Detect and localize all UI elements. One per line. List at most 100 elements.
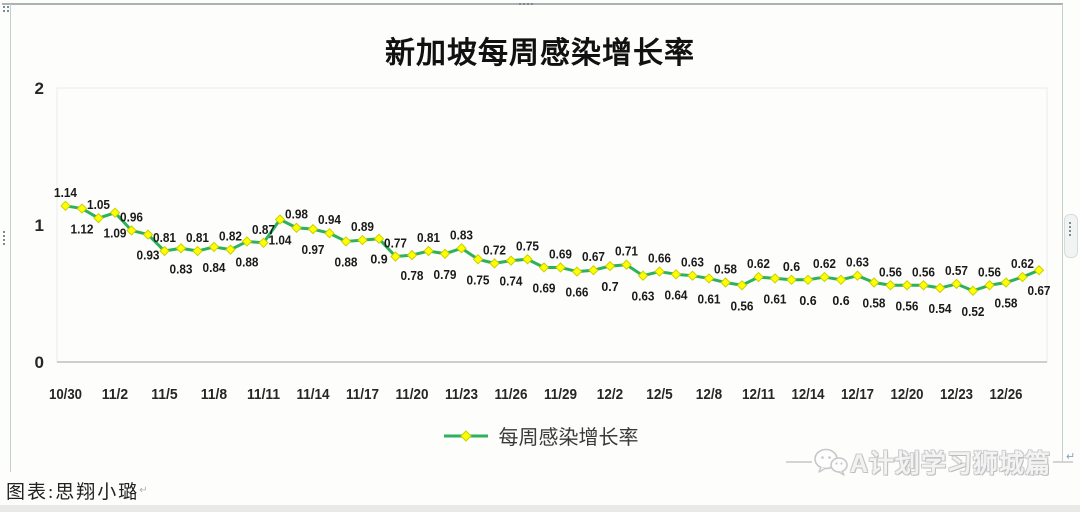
selection-handle-top-center[interactable] bbox=[519, 3, 533, 5]
data-point-marker bbox=[423, 245, 434, 257]
data-point-marker bbox=[786, 274, 797, 286]
data-label: 0.84 bbox=[203, 260, 227, 275]
data-label: 0.58 bbox=[863, 296, 886, 311]
data-label: 0.62 bbox=[747, 256, 770, 271]
data-label: 0.96 bbox=[120, 209, 143, 224]
data-point-marker bbox=[687, 270, 698, 281]
data-label: 0.69 bbox=[533, 280, 556, 295]
data-point-marker bbox=[1033, 265, 1045, 276]
data-point-marker bbox=[340, 236, 352, 247]
data-label: 0.71 bbox=[615, 244, 638, 259]
selection-handle-left-middle[interactable] bbox=[3, 231, 5, 245]
data-label: 0.6 bbox=[783, 259, 800, 274]
data-label: 0.78 bbox=[401, 268, 424, 283]
selection-handle-right-middle[interactable] bbox=[1069, 222, 1071, 236]
data-point-marker bbox=[505, 255, 517, 266]
data-point-marker bbox=[621, 259, 632, 270]
data-point-marker bbox=[175, 243, 187, 254]
x-tick-label: 12/14 bbox=[792, 386, 826, 403]
data-label: 0.63 bbox=[632, 289, 655, 304]
data-label: 0.56 bbox=[731, 298, 754, 313]
y-tick-label: 1 bbox=[35, 216, 44, 235]
data-label: 0.66 bbox=[648, 251, 671, 266]
data-point-marker bbox=[901, 280, 913, 291]
x-tick-label: 12/17 bbox=[841, 386, 874, 403]
x-tick-label: 11/11 bbox=[247, 386, 280, 403]
y-tick-label: 0 bbox=[35, 353, 44, 372]
data-label: 0.82 bbox=[219, 229, 242, 244]
selection-frame-left[interactable] bbox=[10, 4, 11, 472]
data-label: 0.83 bbox=[170, 261, 193, 276]
data-label: 0.88 bbox=[335, 254, 358, 269]
data-label: 0.66 bbox=[566, 285, 589, 300]
legend-line-marker-icon bbox=[443, 429, 488, 442]
data-label: 1.05 bbox=[87, 197, 110, 212]
data-point-marker bbox=[654, 266, 665, 277]
data-point-marker bbox=[720, 277, 731, 288]
data-point-marker bbox=[736, 280, 748, 291]
data-point-marker bbox=[835, 274, 847, 286]
data-label: 0.62 bbox=[813, 256, 836, 271]
caption-text[interactable]: 图表:思翔小璐 bbox=[6, 482, 140, 503]
legend-label: 每周感染增长率 bbox=[498, 427, 639, 449]
selection-frame-right[interactable] bbox=[1062, 4, 1063, 463]
data-point-marker bbox=[439, 248, 451, 259]
data-point-marker bbox=[225, 244, 236, 255]
x-tick-label: 12/23 bbox=[940, 386, 973, 403]
data-point-marker bbox=[918, 280, 929, 291]
data-point-marker bbox=[604, 260, 616, 272]
data-point-marker bbox=[951, 278, 962, 290]
data-label: 0.9 bbox=[370, 252, 387, 267]
data-label: 0.69 bbox=[549, 246, 572, 261]
data-label: 0.64 bbox=[665, 287, 689, 302]
data-point-marker bbox=[126, 225, 137, 236]
data-label: 1.14 bbox=[54, 185, 78, 200]
data-label: 0.56 bbox=[912, 264, 935, 279]
data-label: 1.09 bbox=[104, 226, 127, 241]
data-label: 0.63 bbox=[846, 255, 869, 270]
data-point-marker bbox=[1017, 271, 1028, 283]
x-tick-label: 12/8 bbox=[696, 386, 722, 403]
data-label: 0.98 bbox=[285, 207, 308, 222]
data-point-marker bbox=[324, 228, 335, 239]
data-point-marker bbox=[390, 251, 401, 262]
data-point-marker bbox=[670, 269, 682, 280]
selection-handle-top-left[interactable] bbox=[3, 6, 9, 12]
data-label: 0.75 bbox=[516, 238, 539, 253]
data-point-marker bbox=[819, 271, 830, 283]
y-tick-label: 2 bbox=[35, 79, 44, 98]
data-label: 0.88 bbox=[236, 254, 259, 269]
data-point-marker bbox=[1000, 277, 1012, 288]
x-tick-label: 12/2 bbox=[597, 386, 623, 403]
data-point-marker bbox=[934, 282, 946, 294]
data-point-marker bbox=[637, 270, 649, 281]
data-label: 0.56 bbox=[978, 264, 1001, 279]
data-label: 0.97 bbox=[302, 242, 325, 257]
data-label: 0.77 bbox=[384, 236, 407, 251]
data-label: 0.75 bbox=[467, 272, 490, 287]
data-point-marker bbox=[291, 222, 302, 233]
data-point-marker bbox=[307, 223, 319, 235]
data-label: 0.67 bbox=[582, 249, 605, 264]
data-label: 0.72 bbox=[483, 242, 506, 257]
data-label: 0.63 bbox=[681, 255, 704, 270]
x-tick-label: 11/2 bbox=[102, 386, 128, 403]
data-point-marker bbox=[571, 266, 583, 277]
data-point-marker bbox=[868, 277, 880, 288]
data-label: 0.56 bbox=[879, 264, 902, 279]
corner-return-mark-icon: ↵ bbox=[1066, 451, 1076, 463]
x-tick-label: 11/26 bbox=[495, 386, 528, 403]
x-tick-label: 11/5 bbox=[151, 386, 177, 403]
x-tick-label: 12/26 bbox=[990, 386, 1023, 403]
data-label: 0.52 bbox=[962, 304, 985, 319]
data-label: 0.6 bbox=[832, 293, 849, 308]
data-point-marker bbox=[109, 207, 121, 218]
data-point-marker bbox=[489, 258, 500, 269]
data-point-marker bbox=[159, 245, 170, 257]
selection-handle-bar[interactable] bbox=[1064, 214, 1078, 258]
data-point-marker bbox=[769, 273, 781, 284]
data-label: 0.56 bbox=[896, 298, 919, 313]
data-label: 0.81 bbox=[417, 230, 440, 245]
watermark-line-right bbox=[1053, 461, 1074, 463]
